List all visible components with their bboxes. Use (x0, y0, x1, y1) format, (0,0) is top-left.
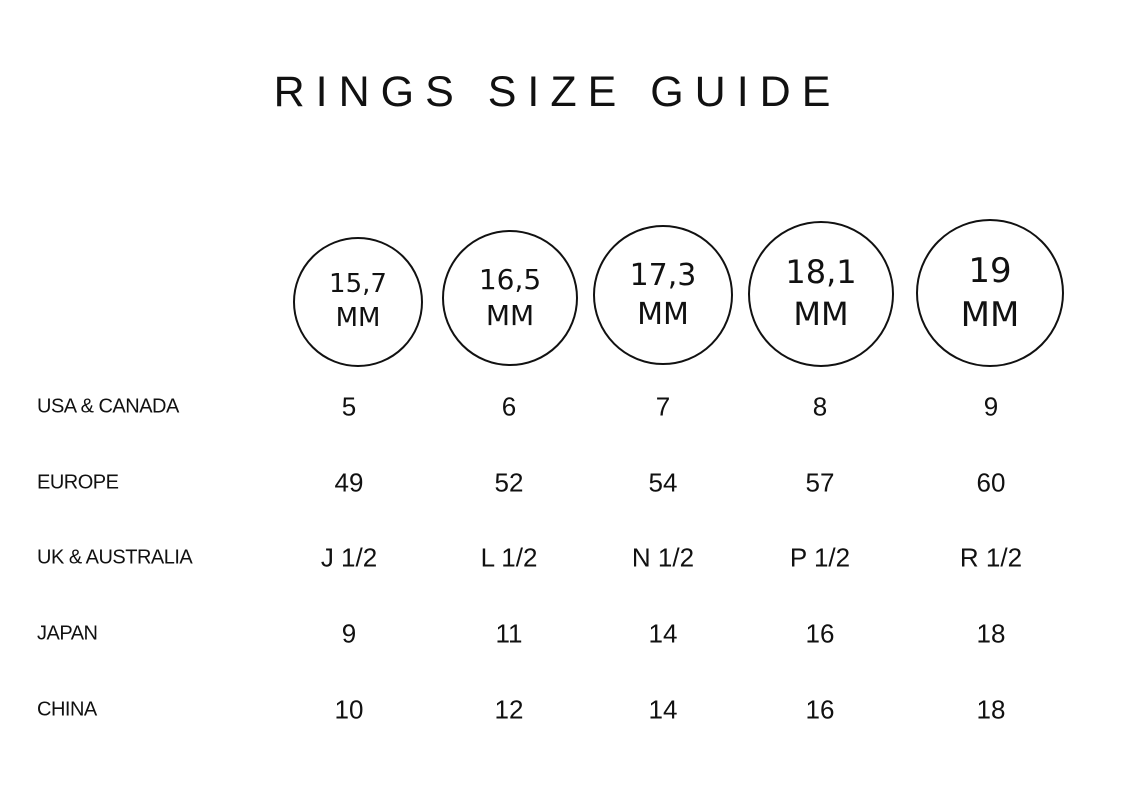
ring-unit: MM (637, 297, 689, 332)
ring-unit: MM (335, 303, 381, 333)
size-cell: 60 (976, 467, 1006, 498)
size-cell: 49 (334, 467, 364, 498)
size-cell: 6 (501, 391, 517, 422)
ring-diameter: 17,3 (629, 258, 697, 293)
ring-size-circle: 19 MM (916, 219, 1064, 367)
size-cell: 5 (341, 391, 357, 422)
size-cell: J 1/2 (320, 542, 378, 573)
size-cell: 11 (495, 618, 523, 649)
size-cell: 18 (976, 694, 1006, 725)
row-label: JAPAN (37, 622, 98, 645)
size-cell: 7 (655, 391, 671, 422)
size-cell: 10 (334, 694, 364, 725)
ring-diameter: 19 (968, 250, 1012, 291)
size-cell: 9 (341, 618, 357, 649)
size-cell: 54 (648, 467, 678, 498)
size-cell: 12 (494, 694, 524, 725)
size-cell: 9 (983, 391, 999, 422)
ring-diameter: 18,1 (785, 253, 857, 292)
ring-unit: MM (960, 295, 1020, 335)
ring-unit: MM (793, 295, 849, 333)
size-cell: 52 (494, 467, 524, 498)
size-cell: 16 (805, 618, 835, 649)
size-cell: L 1/2 (480, 542, 538, 573)
size-cell: 16 (805, 694, 835, 725)
row-label: USA & CANADA (37, 395, 179, 418)
size-cell: 14 (648, 694, 678, 725)
size-cell: 57 (805, 467, 835, 498)
size-cell: R 1/2 (959, 542, 1023, 573)
ring-size-circle: 16,5 MM (442, 230, 578, 366)
size-cell: 8 (812, 391, 828, 422)
ring-unit: MM (485, 299, 535, 332)
row-label: EUROPE (37, 471, 119, 494)
ring-size-circle: 15,7 MM (293, 237, 423, 367)
page-title: RINGS SIZE GUIDE (273, 68, 842, 116)
ring-size-circle: 17,3 MM (593, 225, 733, 365)
row-label: CHINA (37, 698, 97, 721)
ring-diameter: 15,7 (329, 269, 387, 300)
ring-size-circle: 18,1 MM (748, 221, 894, 367)
size-cell: P 1/2 (789, 542, 851, 573)
size-cell: 18 (976, 618, 1006, 649)
size-cell: N 1/2 (631, 542, 695, 573)
row-label: UK & AUSTRALIA (37, 546, 193, 569)
ring-diameter: 16,5 (478, 262, 542, 296)
size-cell: 14 (648, 618, 678, 649)
